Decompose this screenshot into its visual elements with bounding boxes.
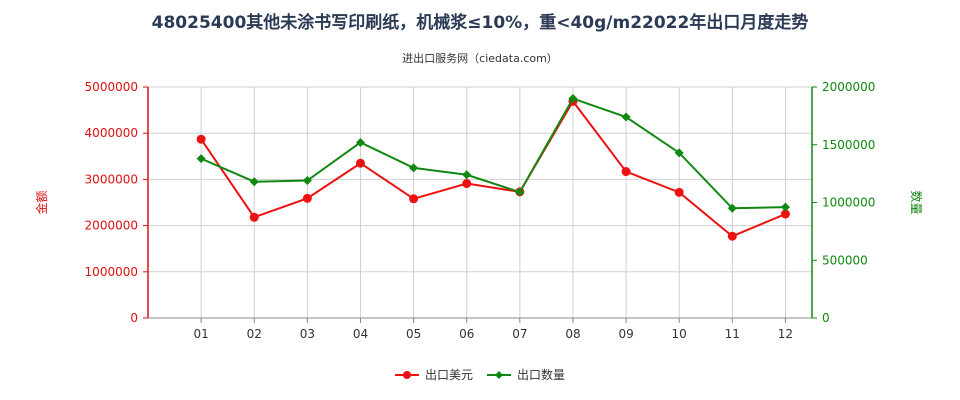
series-1-point [196, 134, 206, 144]
y-left-tick-label: 0 [130, 311, 138, 325]
series-2-point [355, 137, 365, 147]
x-tick-label: 10 [672, 327, 687, 341]
y-left-tick-label: 4000000 [85, 126, 138, 140]
y-left-tick-label: 2000000 [85, 219, 138, 233]
series-1-point [355, 158, 365, 168]
series-2-point [727, 203, 737, 213]
y-left-tick-label: 1000000 [85, 265, 138, 279]
series-1-point [462, 179, 472, 189]
y-left-tick-label: 5000000 [85, 80, 138, 94]
x-tick-label: 02 [247, 327, 262, 341]
x-tick-label: 04 [353, 327, 368, 341]
series-2-point [196, 154, 206, 164]
series-1-point [727, 231, 737, 241]
series-line-1 [200, 99, 786, 238]
series-2-point [409, 163, 419, 173]
series-1-point [780, 209, 790, 219]
y-right-tick-label: 0 [822, 311, 830, 325]
series-1-point [302, 193, 312, 203]
series-2-point [780, 202, 790, 212]
legend-marker [495, 371, 503, 379]
series-line-2 [200, 97, 786, 210]
y-right-tick-label: 500000 [822, 253, 868, 267]
x-tick-label: 03 [300, 327, 315, 341]
legend-label: 出口数量 [517, 367, 565, 382]
y-right-tick-label: 1500000 [822, 138, 875, 152]
x-tick-label: 05 [406, 327, 421, 341]
x-tick-label: 01 [193, 327, 208, 341]
series-1-point [249, 212, 259, 222]
series-1-point [674, 187, 684, 197]
legend-marker [403, 371, 411, 379]
series-2-point [462, 170, 472, 180]
series-2-point [621, 112, 631, 122]
x-tick-label: 06 [459, 327, 474, 341]
plot-area [147, 86, 813, 319]
series-1-point [621, 167, 631, 177]
y-right-tick-label: 2000000 [822, 80, 875, 94]
series-2-point [674, 148, 684, 158]
x-tick-label: 07 [512, 327, 527, 341]
y-right-axis-title: 数量 [909, 190, 924, 214]
chart-title: 48025400其他未涂书写印刷纸，机械浆≤10%，重<40g/m22022年出… [151, 13, 809, 33]
x-tick-label: 08 [565, 327, 580, 341]
x-tick-label: 09 [618, 327, 633, 341]
series-1-point [409, 194, 419, 204]
series-2-point [302, 176, 312, 186]
y-left-axis-title: 金额 [34, 190, 49, 214]
legend-label: 出口美元 [425, 368, 473, 382]
series-2-point [568, 94, 578, 104]
x-tick-label: 11 [725, 327, 740, 341]
y-left-tick-label: 3000000 [85, 172, 138, 186]
chart-subtitle: 进出口服务网（ciedata.com） [402, 52, 558, 65]
series-2-point [249, 177, 259, 187]
y-right-tick-label: 1000000 [822, 196, 875, 210]
series-2-point [515, 187, 525, 197]
x-tick-label: 12 [778, 327, 793, 341]
